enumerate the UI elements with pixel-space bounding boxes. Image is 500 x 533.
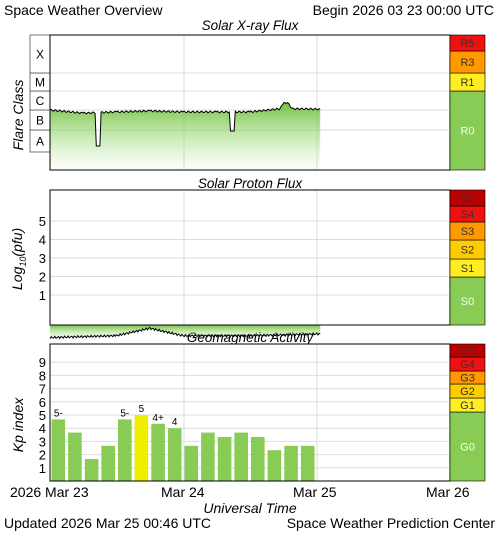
kp-bar xyxy=(101,445,115,481)
kp-bar xyxy=(118,419,132,481)
xray-panel-title: Solar X-ray Flux xyxy=(201,18,299,33)
geomag-scale-label: G5 xyxy=(460,346,475,358)
xray-class-label: M xyxy=(35,76,45,90)
app-title: Space Weather Overview xyxy=(4,2,163,18)
xray-class-label: A xyxy=(36,135,44,149)
geomag-scale-label: G3 xyxy=(460,373,475,385)
kp-bar xyxy=(68,432,82,481)
kp-bar xyxy=(217,437,232,481)
proton-scale-label: S3 xyxy=(461,226,474,238)
proton-y-tick: 2 xyxy=(39,270,46,285)
kp-bar xyxy=(134,415,149,481)
proton-flux-line xyxy=(49,326,321,340)
xray-scale-band xyxy=(449,34,486,52)
xray-class-label: X xyxy=(36,48,44,62)
kp-bar-label: 4 xyxy=(172,417,178,428)
geomag-scale-band xyxy=(449,343,486,358)
kp-bar xyxy=(167,428,182,481)
kp-bar-label: 5- xyxy=(120,408,129,419)
xray-scale-band xyxy=(449,90,486,171)
proton-scale-label: S0 xyxy=(461,296,474,308)
kp-bar xyxy=(234,432,248,481)
kp-bar xyxy=(201,432,215,481)
geomag-scale-label: G2 xyxy=(460,386,475,398)
proton-panel-title: Solar Proton Flux xyxy=(197,176,303,191)
geomag-plot-area xyxy=(50,344,449,481)
x-axis-title: Universal Time xyxy=(203,500,297,516)
xray-class-label: B xyxy=(36,114,44,128)
proton-y-tick: 5 xyxy=(39,214,46,229)
kp-y-tick: 5 xyxy=(39,408,46,423)
geomag-scale-label: G0 xyxy=(460,442,475,454)
x-tick-label: Mar 24 xyxy=(161,484,205,500)
proton-scale-label: S4 xyxy=(461,209,474,221)
kp-y-tick: 2 xyxy=(39,448,46,463)
x-tick-label: 2026 Mar 23 xyxy=(10,484,89,500)
xray-scale-label: R0 xyxy=(460,126,474,138)
xray-scale-label: R1 xyxy=(460,77,474,89)
kp-y-tick: 8 xyxy=(39,368,46,383)
prediction-center: Space Weather Prediction Center xyxy=(286,515,495,531)
xray-scale-label: R3 xyxy=(460,57,474,69)
proton-y-tick: 4 xyxy=(39,233,46,248)
kp-bar-label: 5 xyxy=(139,404,145,415)
kp-bar-label: 4+ xyxy=(152,413,164,424)
proton-y-tick: 1 xyxy=(39,288,46,303)
kp-bar xyxy=(151,423,165,481)
kp-bar xyxy=(84,459,99,481)
xray-scale-label: R5 xyxy=(460,38,474,50)
proton-scale-label: S1 xyxy=(461,263,474,275)
kp-y-tick: 9 xyxy=(39,355,46,370)
x-tick-label: Mar 25 xyxy=(293,484,337,500)
updated-time: Updated 2026 Mar 25 00:46 UTC xyxy=(4,515,212,531)
kp-bar xyxy=(267,450,282,481)
proton-scale-label: S5 xyxy=(461,193,474,205)
geomag-scale-label: G4 xyxy=(460,359,475,371)
kp-bar xyxy=(51,419,66,481)
proton-y-tick: 3 xyxy=(39,251,46,266)
xray-flux-fill xyxy=(50,102,321,170)
kp-bar xyxy=(184,445,199,481)
proton-scale-label: S2 xyxy=(461,245,474,257)
geomag-scale-band xyxy=(449,411,486,482)
kp-y-tick: 1 xyxy=(39,461,46,476)
kp-bar xyxy=(284,445,298,481)
kp-y-tick: 6 xyxy=(39,395,46,410)
kp-y-tick: 3 xyxy=(39,434,46,449)
xray-class-label: C xyxy=(36,94,45,108)
geomag-scale-label: G1 xyxy=(460,400,475,412)
kp-y-tick: 7 xyxy=(39,382,46,397)
x-tick-label: Mar 26 xyxy=(426,484,470,500)
xray-flux-line xyxy=(49,101,321,147)
kp-bar xyxy=(300,445,315,481)
begin-time: Begin 2026 03 23 00:00 UTC xyxy=(312,2,494,18)
kp-bar-label: 5- xyxy=(54,408,63,419)
kp-bar xyxy=(251,437,265,481)
proton-scale-band xyxy=(449,189,486,207)
kp-y-tick: 4 xyxy=(39,421,46,436)
proton-scale-band xyxy=(449,276,486,326)
